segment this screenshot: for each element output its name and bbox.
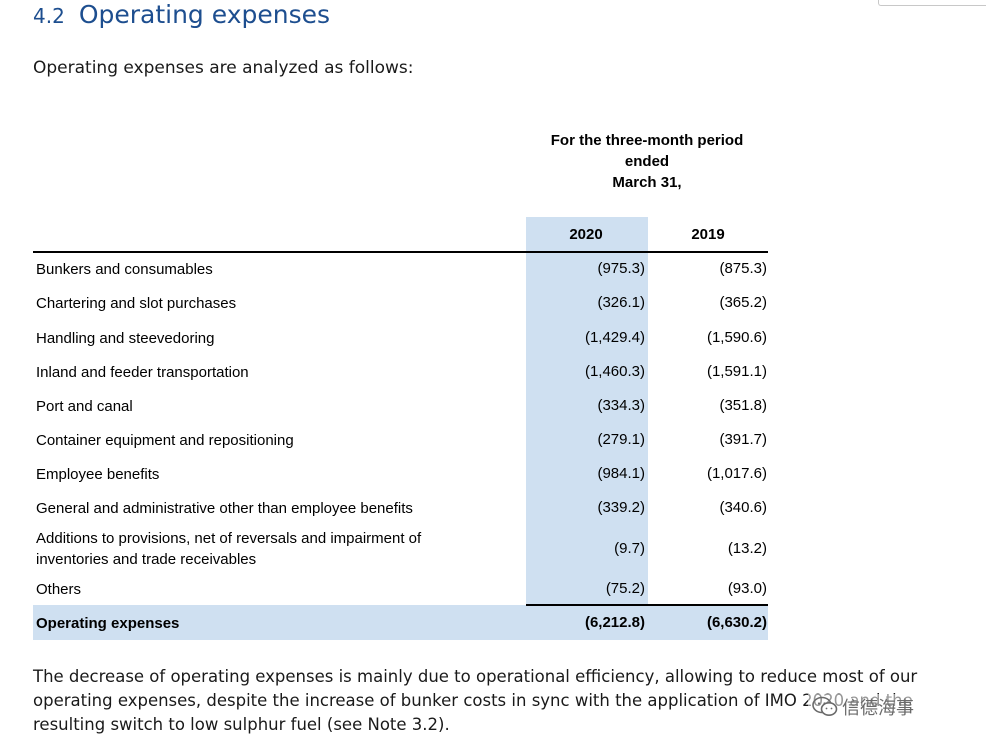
total-row-shading [33,605,768,640]
row-label: Additions to provisions, net of reversal… [36,530,422,568]
section-number: 4.2 [33,4,65,28]
row-label: Container equipment and repositioning [36,432,294,449]
total-label: Operating expenses [36,615,180,632]
row-value-2020: (326.1) [597,294,645,311]
row-label: Bunkers and consumables [36,261,213,278]
row-value-2020: (1,429.4) [584,329,645,346]
row-value-2019: (875.3) [719,260,767,277]
current-year-column-shading [526,217,648,605]
period-header-line: For the three-month period [550,132,744,149]
row-value-2020: (975.3) [597,260,645,277]
row-value-2020: (334.3) [597,397,645,414]
row-value-2020: (279.1) [597,431,645,448]
row-label: Inland and feeder transportation [36,364,249,381]
period-header-line: ended [624,153,670,170]
row-value-2019: (13.2) [727,540,767,557]
explanation-paragraph: The decrease of operating expenses is ma… [33,667,918,734]
section-title: Operating expenses [78,0,331,29]
period-header-line: March 31, [612,174,682,191]
row-value-2019: (93.0) [727,580,767,597]
watermark: 信德海事 [808,694,918,720]
row-value-2019: (391.7) [719,431,767,448]
row-label: General and administrative other than em… [36,500,413,517]
row-label: Employee benefits [36,466,160,483]
period-header: For the three-month period ended March 3… [527,130,767,193]
row-value-2019: (351.8) [719,397,767,414]
row-value-2020: (75.2) [605,580,645,597]
total-value-2020: (6,212.8) [584,614,645,631]
column-header-2019: 2019 [691,226,725,243]
intro-text: Operating expenses are analyzed as follo… [33,58,414,78]
row-label: Handling and steevedoring [36,330,215,347]
header-rule [33,251,768,253]
row-value-2019: (1,590.6) [706,329,767,346]
row-value-2019: (1,017.6) [706,465,767,482]
row-value-2020: (9.7) [614,540,645,557]
row-value-2019: (340.6) [719,499,767,516]
wechat-icon [812,696,838,718]
subtotal-rule [526,604,768,606]
row-value-2020: (1,460.3) [584,363,645,380]
row-value-2020: (339.2) [597,499,645,516]
row-label: Port and canal [36,398,133,415]
section-heading: 4.2 Operating expenses [33,0,330,29]
total-value-2019: (6,630.2) [706,614,767,631]
row-value-2019: (1,591.1) [706,363,767,380]
row-value-2019: (365.2) [719,294,767,311]
row-label: Others [36,581,82,598]
page-corner-rule [878,0,986,6]
row-label: Chartering and slot purchases [36,295,237,312]
column-header-2020: 2020 [569,226,603,243]
watermark-text: 信德海事 [842,698,914,719]
row-value-2020: (984.1) [597,465,645,482]
